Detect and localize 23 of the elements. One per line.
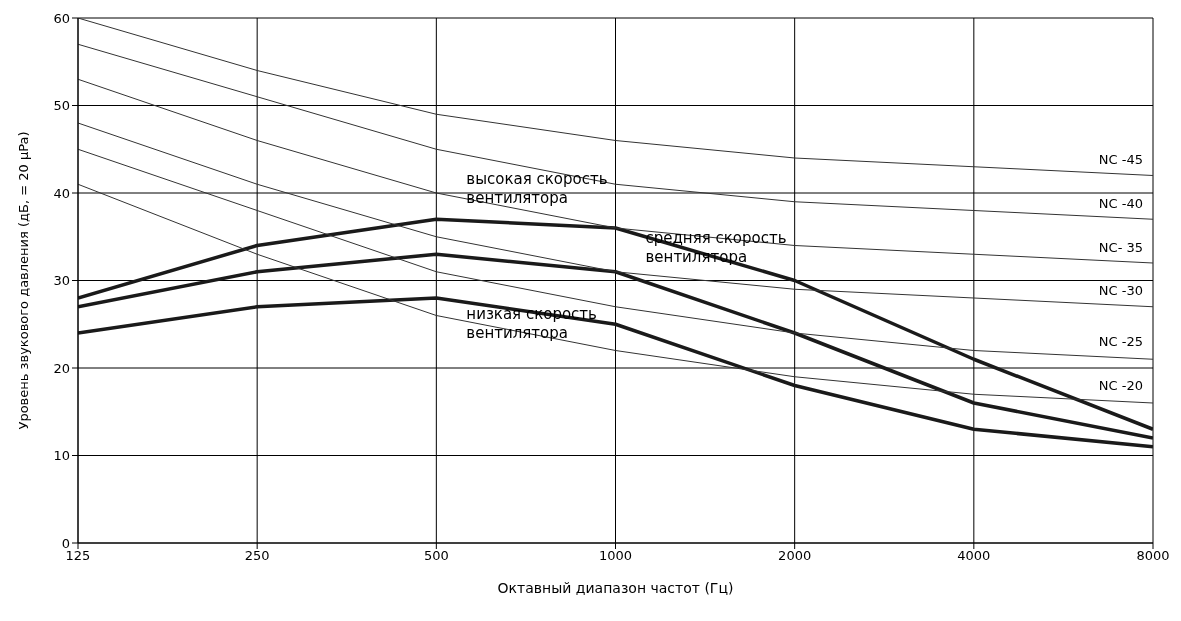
annotation: NC -40: [1098, 195, 1143, 211]
annotation: NC -25: [1098, 334, 1143, 350]
x-tick-label: 500: [423, 548, 449, 564]
y-tick-label: 10: [53, 448, 70, 464]
x-tick-label: 2000: [778, 548, 812, 564]
y-tick-label: 0: [61, 535, 70, 551]
y-axis-title: Уровень звукового давления (дБ, = 20 μPa): [15, 131, 31, 430]
y-tick-label: 50: [53, 98, 70, 114]
annotation: NC- 35: [1098, 239, 1143, 255]
y-tick-label: 30: [53, 273, 70, 289]
x-tick-label: 125: [65, 548, 91, 564]
x-axis-title: Октавный диапазон частот (Гц): [497, 580, 734, 596]
annotation: высокая скорость вентилятора: [466, 170, 608, 208]
x-tick-label: 8000: [1136, 548, 1170, 564]
x-tick-label: 250: [244, 548, 270, 564]
y-tick-label: 40: [53, 185, 70, 201]
annotation: NC -45: [1098, 152, 1143, 168]
y-tick-label: 20: [53, 360, 70, 376]
annotation: NC -20: [1098, 377, 1143, 393]
x-tick-label: 1000: [598, 548, 633, 564]
x-tick-label: 4000: [957, 548, 991, 564]
annotation: NC -30: [1098, 283, 1143, 299]
y-tick-label: 60: [53, 10, 70, 26]
